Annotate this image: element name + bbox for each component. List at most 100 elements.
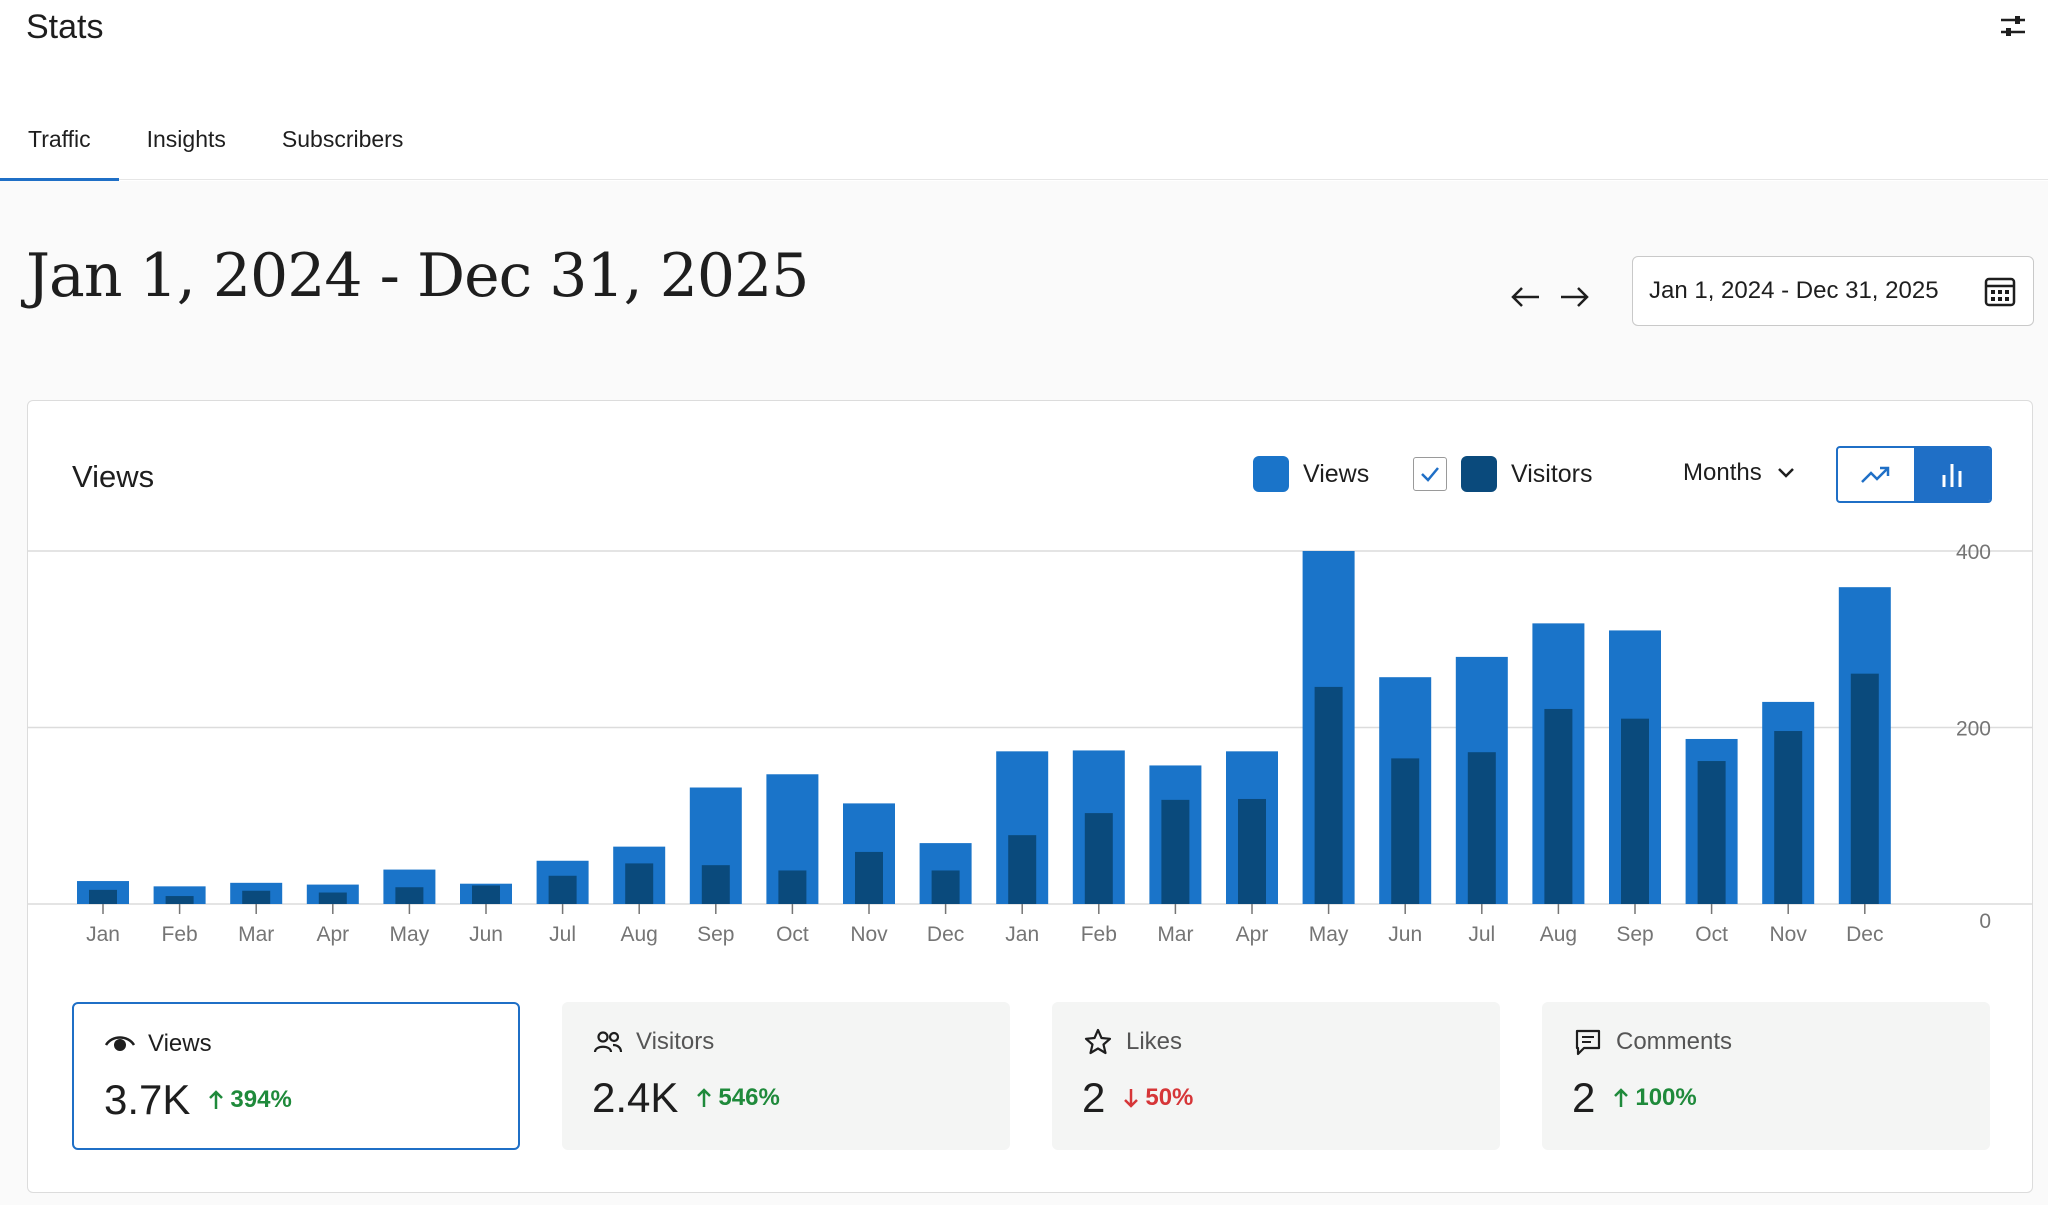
- arrow-up-icon: [1613, 1087, 1629, 1109]
- stat-likes[interactable]: Likes 2 50%: [1052, 1002, 1500, 1150]
- chart-card-title: Views: [72, 459, 155, 494]
- x-tick-label: Aug: [621, 923, 658, 946]
- line-chart-button[interactable]: [1838, 448, 1914, 501]
- stat-comments-values: 2 100%: [1572, 1074, 1697, 1122]
- views-bar-chart: 0 200 400 Jan Feb Mar Apr May Jun Jul Aug Sep Oct Nov…: [28, 541, 2032, 946]
- y-tick-label: 400: [1956, 541, 1991, 564]
- stat-comments-change: 100%: [1613, 1084, 1697, 1112]
- visitors-bar: [89, 889, 117, 904]
- x-tick-label: Aug: [1540, 923, 1577, 946]
- x-tick-label: Jul: [549, 923, 576, 946]
- x-tick-label: Dec: [1846, 923, 1883, 946]
- visitors-bar: [1544, 708, 1573, 904]
- visitors-bar: [701, 865, 730, 904]
- x-tick-label: Apr: [1236, 923, 1269, 946]
- date-range-picker-value: Jan 1, 2024 - Dec 31, 2025: [1649, 277, 1939, 304]
- stat-likes-header: Likes: [1082, 1026, 1182, 1058]
- stat-visitors-change-value: 546%: [718, 1084, 780, 1111]
- stat-views-change-value: 394%: [230, 1086, 292, 1113]
- settings-button[interactable]: [1994, 8, 2032, 44]
- visitors-bar: [1774, 731, 1803, 904]
- period-select[interactable]: Months: [1683, 459, 1796, 487]
- x-tick-label: Feb: [162, 923, 198, 946]
- stat-views-change: 394%: [208, 1086, 292, 1114]
- legend-views-label: Views: [1303, 459, 1370, 488]
- stat-visitors-label: Visitors: [636, 1028, 715, 1055]
- x-tick-label: Mar: [238, 923, 274, 946]
- stat-comments-label: Comments: [1616, 1028, 1733, 1055]
- x-tick-label: Dec: [927, 923, 964, 946]
- visitors-bar: [778, 870, 807, 904]
- bar-chart-icon: [1942, 463, 1962, 487]
- stat-visitors-change: 546%: [696, 1084, 780, 1112]
- x-tick-label: Jan: [1005, 923, 1039, 946]
- stat-comments-header: Comments: [1572, 1026, 1732, 1058]
- stat-likes-value: 2: [1082, 1074, 1106, 1121]
- stat-comments[interactable]: Comments 2 100%: [1542, 1002, 1990, 1150]
- date-range-title: Jan 1, 2024 - Dec 31, 2025: [26, 241, 809, 311]
- visitors-bar: [1314, 686, 1343, 904]
- visitors-swatch: [1461, 456, 1497, 492]
- stat-views-value: 3.7K: [104, 1076, 191, 1123]
- x-tick-label: Sep: [1616, 923, 1653, 946]
- visitors-bar: [165, 896, 194, 904]
- visitors-bar: [1008, 835, 1037, 904]
- previous-period-button[interactable]: [1505, 277, 1545, 317]
- visitors-bar: [1697, 761, 1726, 904]
- stat-visitors[interactable]: Visitors 2.4K 546%: [562, 1002, 1010, 1150]
- next-period-button[interactable]: [1555, 277, 1595, 317]
- people-icon: [592, 1026, 624, 1058]
- chevron-down-icon: [1777, 468, 1794, 478]
- stat-visitors-values: 2.4K 546%: [592, 1074, 780, 1122]
- page-title: Stats: [26, 8, 104, 46]
- visitors-bar: [548, 875, 577, 904]
- x-tick-label: Nov: [1770, 923, 1808, 946]
- eye-icon: [104, 1028, 136, 1060]
- views-chart-card: Views Views Visitors Months: [27, 400, 2033, 1193]
- stat-likes-change-value: 50%: [1145, 1084, 1194, 1111]
- x-tick-label: Feb: [1081, 923, 1117, 946]
- x-tick-label: Sep: [697, 923, 734, 946]
- stat-views[interactable]: Views 3.7K 394%: [72, 1002, 520, 1150]
- y-tick-label: 200: [1956, 718, 1991, 741]
- x-tick-label: May: [390, 923, 430, 946]
- stat-likes-label: Likes: [1126, 1028, 1183, 1055]
- visitors-bar: [472, 885, 500, 904]
- tab-bar: Traffic Insights Subscribers: [0, 112, 431, 181]
- visitors-bar: [1850, 673, 1879, 904]
- visitors-bar: [1084, 813, 1113, 904]
- trend-line-icon: [1861, 466, 1890, 483]
- stat-comments-change-value: 100%: [1635, 1084, 1697, 1111]
- arrow-down-icon: [1123, 1087, 1139, 1109]
- visitors-checkbox[interactable]: [1413, 457, 1447, 491]
- top-bar: Stats Traffic Insights Subscribers: [0, 0, 2048, 181]
- arrow-up-icon: [696, 1087, 712, 1109]
- x-tick-label: Jun: [469, 923, 503, 946]
- stat-comments-value: 2: [1572, 1074, 1596, 1121]
- x-tick-label: Jul: [1468, 923, 1495, 946]
- tab-subscribers[interactable]: Subscribers: [281, 126, 404, 152]
- visitors-bar: [318, 892, 347, 904]
- visitors-bar: [1467, 752, 1496, 904]
- stat-views-label: Views: [148, 1030, 212, 1057]
- visitors-bar: [1238, 798, 1266, 904]
- x-tick-label: Mar: [1157, 923, 1193, 946]
- arrow-left-icon: [1511, 287, 1539, 307]
- tab-insights[interactable]: Insights: [146, 126, 226, 152]
- views-swatch: [1253, 456, 1289, 492]
- comment-icon: [1572, 1026, 1604, 1058]
- date-range-picker[interactable]: Jan 1, 2024 - Dec 31, 2025: [1632, 256, 2034, 326]
- visitors-bar: [625, 863, 654, 904]
- chart-type-toggle: [1836, 446, 1992, 503]
- x-tick-label: Jan: [86, 923, 120, 946]
- star-icon: [1082, 1026, 1114, 1058]
- bar-chart-button[interactable]: [1914, 448, 1990, 501]
- visitors-bar: [1161, 799, 1190, 904]
- stat-views-header: Views: [104, 1028, 212, 1060]
- period-select-value: Months: [1683, 459, 1762, 486]
- calendar-icon: [1984, 277, 2016, 307]
- tab-traffic[interactable]: Traffic: [0, 112, 119, 181]
- visitors-bar: [242, 890, 271, 904]
- stat-visitors-header: Visitors: [592, 1026, 714, 1058]
- legend-visitors: Visitors: [1413, 456, 1593, 492]
